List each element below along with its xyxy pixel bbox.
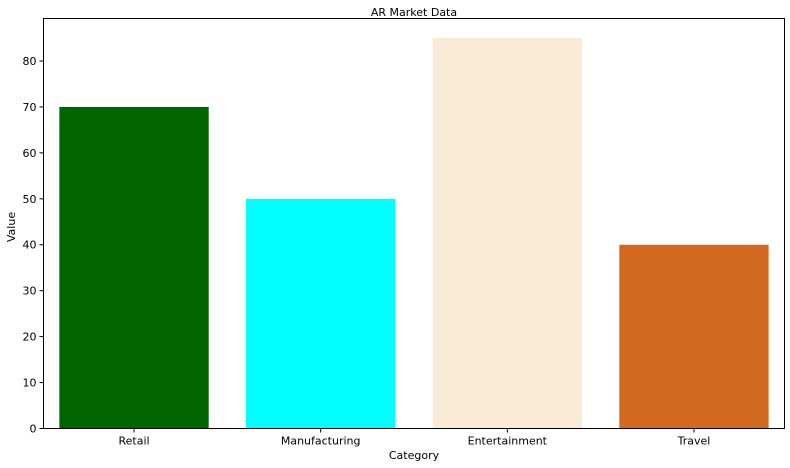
bar-manufacturing — [246, 198, 396, 429]
bar-entertainment — [432, 38, 582, 429]
bars-group — [59, 38, 769, 429]
x-tick-label: Manufacturing — [281, 435, 361, 448]
y-tick-label: 50 — [23, 193, 37, 206]
bar-travel — [619, 244, 769, 429]
y-tick-label: 60 — [23, 147, 37, 160]
y-tick-label: 80 — [23, 55, 37, 68]
y-tick-label: 0 — [30, 423, 37, 436]
x-tick-label: Travel — [677, 435, 711, 448]
y-tick-label: 10 — [23, 377, 37, 390]
x-tick-label: Retail — [118, 435, 149, 448]
y-axis-ticks: 0 10 20 30 40 50 60 70 80 — [23, 55, 44, 436]
y-tick-label: 20 — [23, 331, 37, 344]
x-axis-label: Category — [389, 449, 440, 462]
y-tick-label: 30 — [23, 285, 37, 298]
x-axis-ticks: Retail Manufacturing Entertainment Travel — [118, 428, 711, 448]
y-tick-label: 40 — [23, 239, 37, 252]
plot-frame — [43, 18, 785, 429]
bar-retail — [59, 106, 209, 429]
x-tick-label: Entertainment — [468, 435, 548, 448]
chart-title: AR Market Data — [371, 6, 457, 19]
y-axis-label: Value — [5, 212, 18, 242]
y-tick-label: 70 — [23, 101, 37, 114]
